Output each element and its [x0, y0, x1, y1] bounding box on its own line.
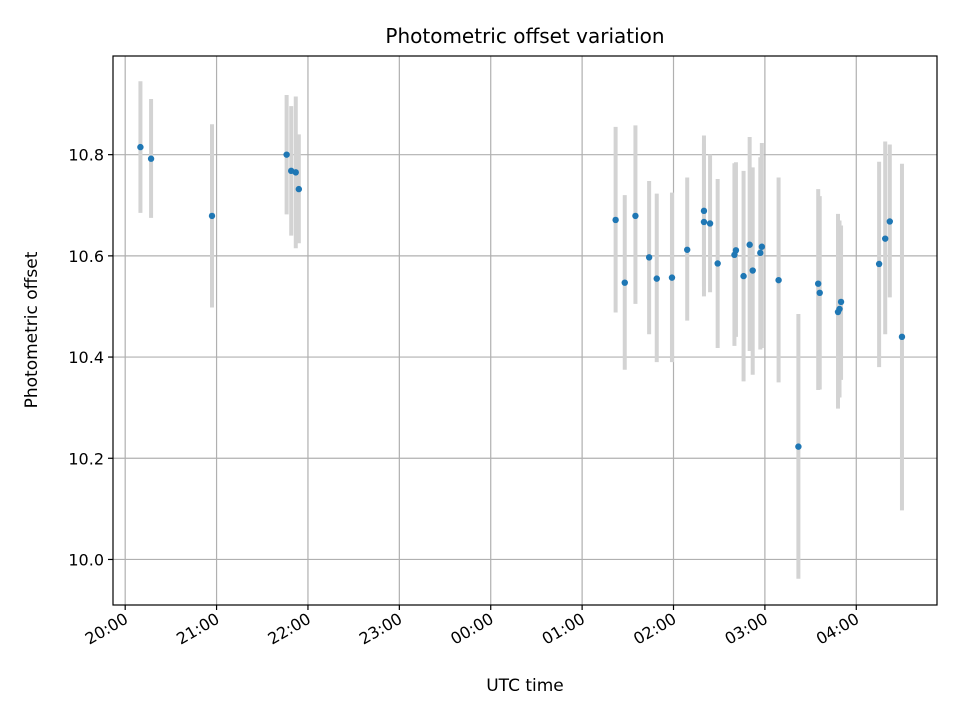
y-tick-label: 10.4 — [68, 348, 104, 367]
x-axis-title: UTC time — [486, 676, 564, 696]
data-point — [746, 241, 753, 248]
data-point — [758, 243, 766, 250]
data-points — [137, 143, 906, 450]
data-point — [732, 247, 740, 254]
y-tick-label: 10.0 — [68, 550, 104, 569]
grid-lines — [113, 56, 937, 605]
data-point — [706, 220, 714, 227]
y-tick-label: 10.8 — [68, 146, 104, 165]
y-tick-label: 10.2 — [68, 449, 104, 468]
y-axis: 10.0 10.2 10.4 10.6 10.8 — [68, 146, 113, 569]
data-point — [700, 218, 708, 226]
data-point — [137, 143, 144, 151]
data-point — [740, 272, 747, 280]
data-point — [714, 260, 721, 267]
data-point — [612, 216, 619, 224]
data-point — [283, 151, 290, 158]
data-point — [836, 305, 843, 313]
data-point — [147, 155, 155, 162]
data-point — [632, 212, 639, 220]
data-point — [898, 333, 906, 341]
chart-title: Photometric offset variation — [385, 24, 664, 48]
data-point — [775, 276, 782, 284]
data-point — [882, 235, 889, 242]
data-point — [645, 254, 653, 261]
y-axis-title: Photometric offset — [22, 251, 42, 408]
data-point — [208, 212, 216, 220]
y-tick-label: 10.6 — [68, 247, 104, 266]
data-point — [621, 279, 628, 286]
data-point — [653, 275, 660, 282]
data-point — [700, 207, 708, 215]
data-point — [814, 280, 822, 287]
data-point — [795, 443, 802, 450]
data-point — [816, 289, 823, 297]
data-point — [886, 218, 893, 225]
data-point — [292, 169, 299, 176]
data-point — [837, 298, 845, 306]
plot-frame — [112, 55, 938, 606]
data-point — [295, 185, 303, 193]
data-point — [757, 249, 764, 257]
data-point — [684, 246, 691, 253]
data-point — [668, 274, 676, 281]
data-point — [875, 260, 883, 268]
data-point — [749, 267, 756, 274]
